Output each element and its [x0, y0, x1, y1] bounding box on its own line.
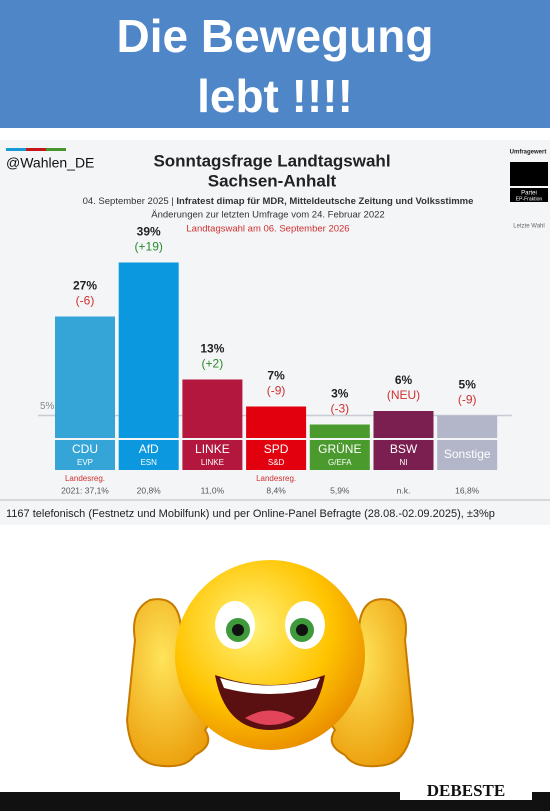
government-label: Landesreg. [256, 474, 296, 483]
party-name: CDU [72, 442, 98, 456]
header-line: Die Bewegung [117, 10, 434, 62]
legend-group: EP-Fraktion [516, 196, 543, 202]
footnote: 1167 telefonisch (Festnetz und Mobilfunk… [6, 508, 495, 520]
source: @Wahlen_DE [6, 155, 94, 171]
party-group: LINKE [201, 458, 224, 467]
watermark-box [400, 782, 532, 800]
party-box [118, 440, 179, 470]
change-label: (-9) [458, 393, 477, 407]
value-label: 7% [267, 369, 285, 383]
bar [55, 316, 115, 438]
legend-value: Umfragewert [510, 150, 547, 156]
pupil [232, 624, 244, 636]
bar [182, 379, 243, 438]
value-label: 5% [459, 378, 477, 392]
value-label: 3% [331, 387, 349, 401]
party-box [373, 440, 434, 470]
last-election: 5,9% [330, 485, 350, 495]
party-box [55, 440, 115, 470]
legend-last: Letzte Wahl [513, 224, 544, 230]
teeth [220, 678, 320, 694]
header-line: lebt !!!! [197, 70, 353, 122]
deco [46, 148, 66, 151]
change-label: (NEU) [387, 388, 420, 402]
watermark: DEBESTE [427, 781, 505, 800]
party-name: LINKE [195, 442, 230, 456]
last-election: 8,4% [266, 485, 286, 495]
last-election: 20,8% [137, 485, 162, 495]
pupil [296, 624, 308, 636]
value-label: 27% [73, 279, 97, 293]
legend-box [510, 188, 548, 202]
party-box [309, 440, 370, 470]
last-election: 2021: 37,1% [61, 485, 109, 495]
change-label: (-9) [267, 384, 286, 398]
party-group: EVP [77, 458, 93, 467]
bar [373, 411, 434, 438]
bar [118, 262, 179, 438]
party-name: BSW [390, 442, 418, 456]
party-group: ESN [140, 458, 157, 467]
party-name: AfD [139, 442, 159, 456]
reference-label: 5% [40, 401, 55, 412]
tongue [245, 710, 295, 725]
last-election: 11,0% [201, 485, 225, 495]
election-note: Landtagswahl am 06. September 2026 [186, 224, 349, 235]
party-group: NI [400, 458, 408, 467]
value-label: 13% [200, 342, 224, 356]
party-name: Sonstige [444, 447, 491, 461]
legend-box [510, 162, 548, 186]
header-band [0, 0, 550, 128]
comparison-note: Änderungen zur letzten Umfrage vom 24. F… [151, 210, 384, 221]
value-label: 39% [137, 225, 161, 239]
deco [26, 148, 46, 151]
change-label: (-6) [76, 294, 95, 308]
subtitle: 04. September 2025 | Infratest dimap für… [83, 196, 474, 207]
deco [6, 148, 26, 151]
bar [309, 424, 370, 438]
party-box [437, 440, 498, 470]
subtitle-date: 04. September 2025 | [83, 196, 177, 207]
party-group: S&D [268, 458, 285, 467]
party-box [182, 440, 243, 470]
party-name: GRÜNE [318, 442, 361, 456]
change-label: (+19) [135, 240, 163, 254]
bar [437, 415, 498, 438]
bar [246, 406, 307, 438]
last-election: n.k. [397, 485, 411, 495]
chart-title: Sachsen-Anhalt [208, 171, 337, 190]
subtitle-source: Infratest dimap für MDR, Mitteldeutsche … [176, 196, 473, 207]
government-label: Landesreg. [65, 474, 105, 483]
party-box [246, 440, 307, 470]
change-label: (-3) [330, 402, 349, 416]
change-label: (+2) [202, 357, 224, 371]
value-label: 6% [395, 373, 413, 387]
emoji [125, 560, 415, 768]
party-group: G/EFA [328, 458, 352, 467]
legend-party: Partei [521, 191, 537, 197]
chart-title: Sonntagsfrage Landtagswahl [153, 151, 390, 170]
party-name: SPD [264, 442, 289, 456]
last-election: 16,8% [455, 485, 480, 495]
